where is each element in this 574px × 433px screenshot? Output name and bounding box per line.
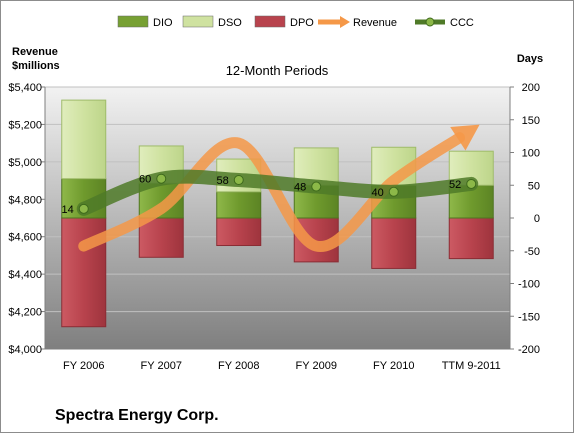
left-tick-label: $5,000 [8, 157, 42, 169]
legend-swatch [254, 15, 286, 28]
right-axis-ticks: -200 -150 -100 -50 0 50 100 150 200 [510, 82, 540, 356]
legend-swatch [182, 15, 214, 28]
x-tick-label: FY 2008 [218, 360, 259, 372]
x-tick-label: FY 2010 [373, 360, 414, 372]
ccc-data-label: 58 [217, 175, 229, 187]
x-tick-label: FY 2006 [63, 360, 104, 372]
revenue-arrowhead [450, 124, 480, 151]
left-tick-label: $4,400 [8, 269, 42, 281]
legend-item-dpo: DPO [254, 15, 314, 29]
ccc-series: 14 60 58 48 40 52 [62, 169, 479, 216]
ccc-data-label: 40 [372, 187, 384, 199]
y-right-axis-title: Days [517, 53, 543, 65]
company-name: Spectra Energy Corp. [55, 407, 219, 424]
legend-item-ccc: CCC [415, 17, 474, 29]
x-axis-ticks: FY 2006 FY 2007 FY 2008 FY 2009 FY 2010 TTM 9… [63, 360, 501, 372]
legend-item-revenue: Revenue [318, 16, 397, 29]
left-tick-label: $4,600 [8, 232, 42, 244]
y-left-axis-title-line: $millions [12, 60, 60, 72]
dpo-bar [371, 217, 417, 269]
plot-area [45, 87, 510, 349]
dpo-bar [216, 217, 262, 247]
legend-label: DPO [290, 17, 314, 29]
left-tick-label: $4,800 [8, 194, 42, 206]
left-tick-label: $4,000 [8, 344, 42, 356]
right-tick-label: 150 [522, 115, 540, 127]
ccc-data-label: 48 [294, 182, 306, 194]
ccc-point [466, 178, 477, 189]
right-tick-label: -200 [518, 344, 540, 356]
legend-label: Revenue [353, 17, 397, 29]
ccc-line [76, 169, 479, 216]
legend-label: CCC [450, 17, 474, 29]
legend-item-dso: DSO [182, 15, 242, 29]
ccc-point [78, 203, 89, 214]
left-tick-label: $4,200 [8, 307, 42, 319]
right-tick-label: 200 [522, 82, 540, 94]
dso-bar [61, 99, 107, 180]
legend: DIO DSO DPO Revenue CCC [117, 15, 474, 29]
y-left-axis-title: Revenue $millions [12, 46, 60, 72]
right-tick-label: 100 [522, 148, 540, 160]
right-tick-label: 0 [534, 213, 540, 225]
ccc-point [388, 186, 399, 197]
right-tick-label: -150 [518, 311, 540, 323]
ccc-point [156, 173, 167, 184]
chart-title: 12-Month Periods [226, 63, 329, 78]
legend-swatch [117, 15, 149, 28]
ccc-data-label: 60 [139, 174, 151, 186]
left-tick-label: $5,400 [8, 82, 42, 94]
left-axis-ticks: $4,000 $4,200 $4,400 $4,600 $4,800 $5,000 $5,2… [8, 82, 45, 356]
ccc-point [233, 175, 244, 186]
x-tick-label: FY 2007 [141, 360, 182, 372]
dpo-bar [448, 217, 494, 260]
legend-label: DIO [153, 17, 173, 29]
right-tick-label: -50 [524, 246, 540, 258]
dpo-bar [138, 217, 184, 258]
ccc-data-label: 14 [62, 204, 74, 216]
legend-item-dio: DIO [117, 15, 173, 29]
right-tick-label: -100 [518, 279, 540, 291]
dio-bar [216, 191, 262, 219]
right-tick-label: 50 [528, 180, 540, 192]
x-tick-label: FY 2009 [296, 360, 337, 372]
ccc-point [311, 181, 322, 192]
legend-label: DSO [218, 17, 242, 29]
legend-swatch-marker [425, 17, 435, 27]
x-tick-label: TTM 9-2011 [442, 360, 501, 372]
left-tick-label: $5,200 [8, 119, 42, 131]
y-left-axis-title-line: Revenue [12, 46, 58, 58]
ccc-data-label: 52 [449, 179, 461, 191]
legend-swatch-arrowhead [340, 16, 350, 28]
